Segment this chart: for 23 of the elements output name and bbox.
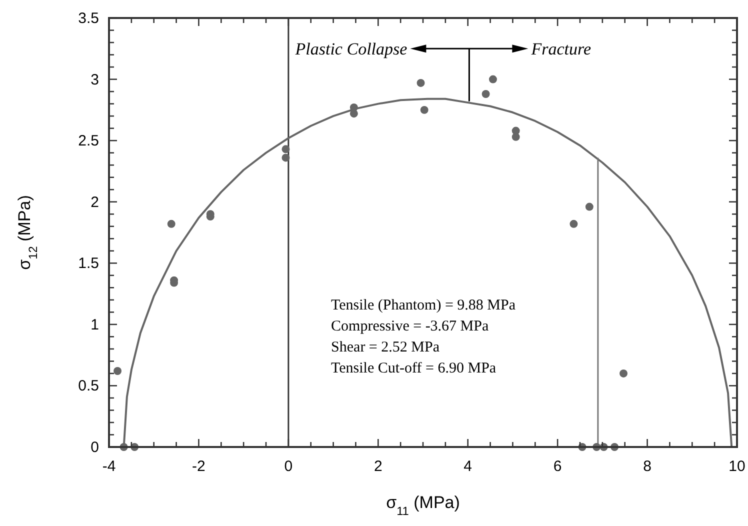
x-tick-label: -4 — [102, 458, 116, 475]
annotation: Shear = 2.52 MPa — [331, 340, 440, 356]
annotation: Tensile Cut-off = 6.90 MPa — [331, 360, 496, 377]
y-tick-label: 1 — [90, 316, 99, 334]
y-tick-label: 3.5 — [78, 10, 99, 27]
y-tick-label: 0.5 — [78, 378, 99, 395]
annotation: Compressive = -3.67 MPa — [331, 318, 489, 335]
x-tick-label: 6 — [553, 458, 562, 475]
x-tick-label: 2 — [374, 458, 382, 475]
x-axis-title: σ$_{11}$ (MPa) — [386, 493, 460, 518]
y-tick-label: 2.5 — [78, 132, 99, 150]
y-tick-label: 1.5 — [78, 255, 99, 272]
x-tick-label: -2 — [192, 458, 206, 475]
x-tick-label: 0 — [284, 458, 293, 475]
annotation: Plastic Collapse — [294, 40, 408, 59]
y-tick-label: 3 — [90, 71, 99, 88]
y-tick-label: 0 — [90, 439, 99, 456]
annotation: Fracture — [530, 40, 592, 59]
x-tick-label: 8 — [643, 458, 652, 475]
annotation: Tensile (Phantom) = 9.88 MPa — [331, 298, 516, 314]
x-tick-label: 4 — [464, 458, 472, 475]
y-tick-label: 2 — [90, 194, 99, 211]
x-tick-label: 10 — [728, 458, 746, 475]
